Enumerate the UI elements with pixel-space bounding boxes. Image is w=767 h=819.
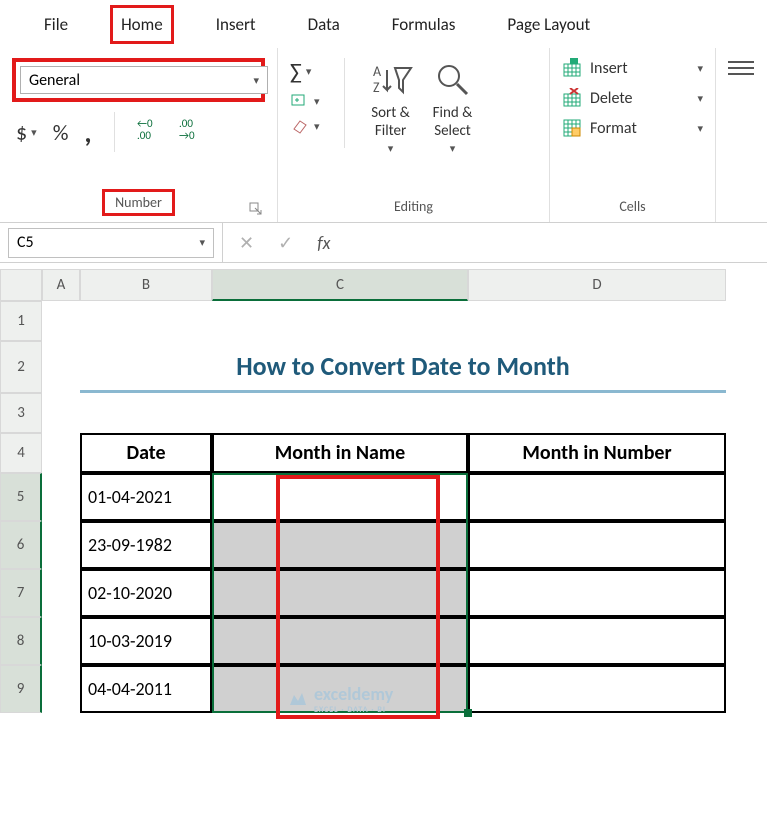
cells-group-label: Cells [619, 198, 645, 218]
name-box[interactable]: C5 ▾ [8, 228, 214, 258]
delete-cells-icon [562, 88, 582, 108]
table-header-month-name[interactable]: Month in Name [212, 433, 468, 473]
clear-button[interactable]: ▾ [290, 117, 320, 135]
number-format-dropdown[interactable]: General ▾ [20, 66, 268, 94]
cancel-formula-icon[interactable]: ✕ [239, 232, 254, 254]
row-header-3[interactable]: 3 [0, 393, 42, 433]
formula-input[interactable] [346, 228, 767, 258]
row-header-2[interactable]: 2 [0, 341, 42, 393]
table-cell-date[interactable]: 02-10-2020 [80, 569, 212, 617]
row-header-8[interactable]: 8 [0, 617, 42, 665]
spreadsheet-grid: A B C D 1 2 How to Convert Date to Month… [0, 269, 767, 713]
select-all-corner[interactable] [0, 269, 42, 301]
currency-button[interactable]: $▾ [16, 119, 37, 146]
dialog-launcher-icon[interactable] [249, 202, 263, 216]
row-header-9[interactable]: 9 [0, 665, 42, 713]
row-header-6[interactable]: 6 [0, 521, 42, 569]
tab-formulas[interactable]: Formulas [366, 4, 482, 45]
table-cell-month-number[interactable] [468, 665, 726, 713]
svg-text:A: A [373, 63, 382, 80]
tab-home[interactable]: Home [110, 5, 174, 44]
watermark-icon [286, 687, 310, 711]
fx-icon[interactable]: fx [317, 232, 330, 254]
decrease-decimal-button[interactable]: .00→0 [179, 115, 205, 150]
autosum-button[interactable]: ∑▾ [290, 58, 311, 85]
table-cell-month-number[interactable] [468, 473, 726, 521]
percent-button[interactable]: % [53, 119, 69, 146]
table-cell-month-name[interactable] [212, 617, 468, 665]
svg-text:.00: .00 [137, 129, 151, 142]
sort-filter-icon: AZ [369, 58, 413, 102]
delete-cells-button[interactable]: Delete▾ [562, 88, 703, 108]
svg-text:→0: →0 [179, 129, 195, 142]
table-cell-month-number[interactable] [468, 569, 726, 617]
table-cell-date[interactable]: 04-04-2011 [80, 665, 212, 713]
sort-filter-button[interactable]: AZ Sort & Filter ▾ [369, 58, 413, 155]
chevron-down-icon: ▾ [199, 236, 205, 249]
svg-text:Z: Z [373, 79, 380, 96]
row-header-4[interactable]: 4 [0, 433, 42, 473]
table-cell-date[interactable]: 10-03-2019 [80, 617, 212, 665]
find-select-button[interactable]: Find & Select ▾ [431, 58, 475, 155]
table-cell-month-number[interactable] [468, 617, 726, 665]
number-group-label: Number [102, 189, 175, 216]
table-cell-date[interactable]: 23-09-1982 [80, 521, 212, 569]
find-select-icon [431, 58, 475, 102]
fill-button[interactable]: ▾ [290, 93, 320, 109]
tab-data[interactable]: Data [282, 4, 366, 45]
format-cells-icon [562, 118, 582, 138]
accept-formula-icon[interactable]: ✓ [278, 232, 293, 254]
tab-page-layout[interactable]: Page Layout [481, 4, 616, 45]
table-cell-month-name[interactable] [212, 521, 468, 569]
tab-file[interactable]: File [18, 4, 94, 45]
comma-button[interactable]: , [84, 115, 91, 150]
table-cell-month-name[interactable] [212, 473, 468, 521]
align-icon[interactable] [726, 58, 756, 78]
table-header-date[interactable]: Date [80, 433, 212, 473]
watermark: exceldemy EXCEL · DATA · BI [286, 683, 393, 715]
increase-decimal-button[interactable]: ←0.00 [137, 115, 163, 150]
number-format-highlight: General ▾ [12, 58, 265, 102]
row-header-7[interactable]: 7 [0, 569, 42, 617]
insert-cells-button[interactable]: Insert▾ [562, 58, 703, 78]
col-header-c[interactable]: C [212, 269, 468, 301]
row-header-5[interactable]: 5 [0, 473, 42, 521]
insert-cells-icon [562, 58, 582, 78]
table-header-month-number[interactable]: Month in Number [468, 433, 726, 473]
col-header-b[interactable]: B [80, 269, 212, 301]
sheet-title: How to Convert Date to Month [80, 341, 726, 393]
table-cell-month-number[interactable] [468, 521, 726, 569]
col-header-d[interactable]: D [468, 269, 726, 301]
col-header-a[interactable]: A [42, 269, 80, 301]
chevron-down-icon: ▾ [253, 74, 259, 87]
editing-group-label: Editing [394, 198, 433, 218]
row-header-1[interactable]: 1 [0, 301, 42, 341]
number-format-value: General [29, 71, 80, 90]
tab-insert[interactable]: Insert [190, 4, 282, 45]
table-cell-date[interactable]: 01-04-2021 [80, 473, 212, 521]
table-cell-month-name[interactable] [212, 569, 468, 617]
format-cells-button[interactable]: Format▾ [562, 118, 703, 138]
